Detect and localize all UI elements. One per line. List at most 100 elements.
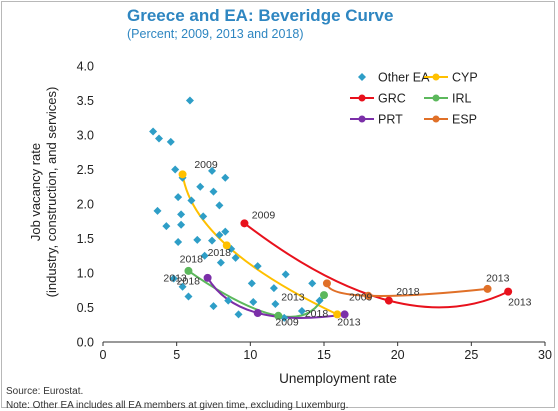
other-ea-scatter	[149, 96, 324, 322]
other-ea-point	[271, 300, 280, 309]
marker-prt	[203, 273, 212, 282]
y-tick-label: 0.0	[77, 336, 94, 350]
other-ea-point	[221, 227, 230, 236]
other-ea-point	[215, 201, 224, 210]
legend-swatch-grc	[358, 94, 366, 102]
marker-prt	[340, 310, 349, 319]
other-ea-point	[187, 196, 196, 205]
legend-label-other-ea: Other EA	[378, 71, 430, 85]
other-ea-point	[208, 236, 217, 245]
x-tick-label: 30	[538, 348, 552, 362]
chart-subtitle: (Percent; 2009, 2013 and 2018)	[127, 27, 304, 41]
marker-cyp	[222, 241, 231, 250]
marker-grc	[504, 287, 513, 296]
year-label: 2009	[275, 316, 299, 328]
other-ea-point	[149, 127, 158, 136]
other-ea-point	[247, 279, 256, 288]
other-ea-point	[200, 251, 209, 260]
other-ea-point	[184, 292, 193, 301]
legend-swatch-esp	[432, 115, 440, 123]
legend-label-grc: GRC	[378, 92, 406, 106]
marker-esp	[483, 284, 492, 293]
other-ea-point	[196, 182, 205, 191]
marker-esp	[322, 279, 331, 288]
year-label: 2018	[305, 308, 329, 320]
country-markers	[178, 170, 513, 320]
other-ea-point	[308, 279, 317, 288]
other-ea-point	[174, 237, 183, 246]
x-axis-title: Unemployment rate	[279, 371, 397, 386]
legend-label-esp: ESP	[452, 113, 477, 127]
other-ea-point	[315, 296, 324, 305]
year-label: 2009	[252, 209, 276, 221]
other-ea-point	[253, 262, 262, 271]
other-ea-point	[199, 212, 208, 221]
other-ea-point	[162, 222, 171, 231]
axes: 0 5 10 15 20 25 30 0.0 0.5 1.0 1.5 2.0 2.5 3.0 3.5 4.0 U…	[28, 60, 552, 387]
chart-title: Greece and EA: Beveridge Curve	[127, 6, 394, 25]
other-ea-point	[153, 206, 162, 215]
other-ea-point	[177, 220, 186, 229]
y-tick-label: 3.0	[77, 129, 94, 143]
other-ea-point	[177, 210, 186, 219]
other-ea-point	[174, 193, 183, 202]
y-tick-label: 1.0	[77, 267, 94, 281]
other-ea-point	[249, 297, 258, 306]
other-ea-point	[215, 231, 224, 240]
other-ea-point	[169, 274, 178, 283]
other-ea-point	[209, 187, 218, 196]
legend: Other EA CYP GRC IRL PRT ESP	[350, 71, 478, 127]
legend-swatch-cyp	[432, 73, 440, 81]
marker-irl	[184, 266, 193, 275]
legend-label-prt: PRT	[378, 113, 403, 127]
marker-grc	[240, 219, 249, 228]
y-tick-label: 2.0	[77, 198, 94, 212]
x-tick-label: 0	[100, 348, 107, 362]
year-label: 2013	[337, 316, 361, 328]
y-tick-label: 3.5	[77, 94, 94, 108]
year-label: 2018	[177, 276, 201, 288]
curve-cyp	[181, 174, 338, 316]
marker-cyp	[178, 170, 187, 179]
source-note: Source: Eurostat.	[6, 386, 84, 397]
year-label: 2009	[194, 159, 218, 171]
other-ea-point	[297, 306, 306, 315]
year-label: 2018	[396, 286, 420, 298]
other-ea-point	[193, 235, 202, 244]
y-tick-label: 4.0	[77, 60, 94, 74]
legend-label-cyp: CYP	[452, 71, 478, 85]
other-ea-point	[208, 166, 217, 175]
other-ea-point	[171, 165, 180, 174]
marker-grc	[384, 296, 393, 305]
other-ea-point	[281, 270, 290, 279]
x-tick-label: 20	[391, 348, 405, 362]
year-label: 2013	[163, 272, 187, 284]
legend-swatch-other-ea	[358, 73, 366, 81]
legend-label-irl: IRL	[452, 92, 472, 106]
y-axis-title-line: (industry, construction, and services)	[44, 87, 59, 298]
other-ea-point	[224, 296, 233, 305]
legend-swatch-prt	[358, 115, 366, 123]
marker-irl	[320, 291, 328, 300]
y-tick-label: 1.5	[77, 232, 94, 246]
x-tick-label: 25	[464, 348, 478, 362]
year-label: 2009	[349, 292, 373, 304]
year-label: 2018	[208, 247, 232, 259]
year-label: 2018	[180, 254, 204, 266]
other-ea-point	[185, 96, 194, 105]
other-ea-point	[166, 137, 175, 146]
x-tick-label: 5	[173, 348, 180, 362]
year-label: 2013	[281, 292, 305, 304]
other-ea-point	[269, 284, 278, 293]
other-ea-point	[154, 134, 163, 143]
y-axis-title: Job vacancy rate(industry, construction,…	[28, 87, 59, 298]
marker-prt	[253, 309, 262, 318]
other-ea-point	[178, 282, 187, 291]
other-ea-point	[221, 173, 230, 182]
y-tick-label: 2.5	[77, 163, 94, 177]
x-tick-label: 15	[317, 348, 331, 362]
marker-irl	[274, 311, 283, 320]
marker-cyp	[333, 310, 342, 319]
